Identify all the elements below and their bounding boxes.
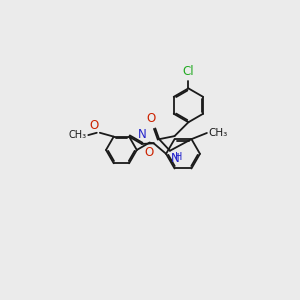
Text: H: H bbox=[175, 152, 183, 161]
Text: CH₃: CH₃ bbox=[69, 130, 87, 140]
Text: CH₃: CH₃ bbox=[208, 128, 228, 138]
Text: N: N bbox=[137, 128, 146, 141]
Text: O: O bbox=[145, 146, 154, 159]
Text: O: O bbox=[147, 112, 156, 125]
Text: Cl: Cl bbox=[183, 65, 194, 78]
Text: N: N bbox=[171, 152, 179, 164]
Text: O: O bbox=[90, 119, 99, 132]
